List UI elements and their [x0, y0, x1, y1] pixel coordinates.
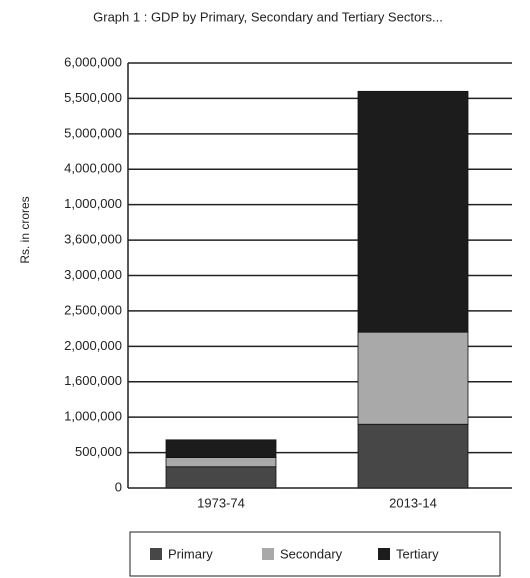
x-tick-label: 1973-74: [197, 495, 245, 510]
bar-segment: [165, 466, 277, 489]
chart-title: Graph 1 : GDP by Primary, Secondary and …: [93, 9, 443, 24]
legend-label: Secondary: [280, 546, 343, 561]
y-tick-label: 1,000,000: [64, 409, 122, 424]
y-tick-label: 4,000,000: [64, 161, 122, 176]
bar-segment: [357, 90, 469, 333]
legend-label: Tertiary: [396, 546, 439, 561]
y-tick-label: 500,000: [75, 444, 122, 459]
y-tick-label: 1,600,000: [64, 373, 122, 388]
y-tick-label: 2,500,000: [64, 302, 122, 317]
y-tick-label: 3,000,000: [64, 267, 122, 282]
y-tick-label: 2,000,000: [64, 338, 122, 353]
legend-swatch: [262, 548, 274, 560]
y-tick-label: 1,000,000: [64, 196, 122, 211]
y-tick-label: 6,000,000: [64, 54, 122, 69]
bar-segment: [165, 457, 277, 468]
legend-swatch: [378, 548, 390, 560]
bar-segment: [357, 331, 469, 425]
bar-segment: [165, 439, 277, 458]
legend-box: [129, 531, 501, 577]
legend-label: Primary: [168, 546, 213, 561]
y-axis-label: Rs. in crores: [18, 196, 32, 263]
x-tick-label: 2013-14: [389, 495, 437, 510]
y-tick-label: 3,600,000: [64, 232, 122, 247]
legend-swatch: [150, 548, 162, 560]
y-tick-label: 5,000,000: [64, 125, 122, 140]
y-tick-label: 0: [115, 479, 122, 494]
y-tick-label: 5,500,000: [64, 90, 122, 105]
bar-segment: [357, 423, 469, 489]
